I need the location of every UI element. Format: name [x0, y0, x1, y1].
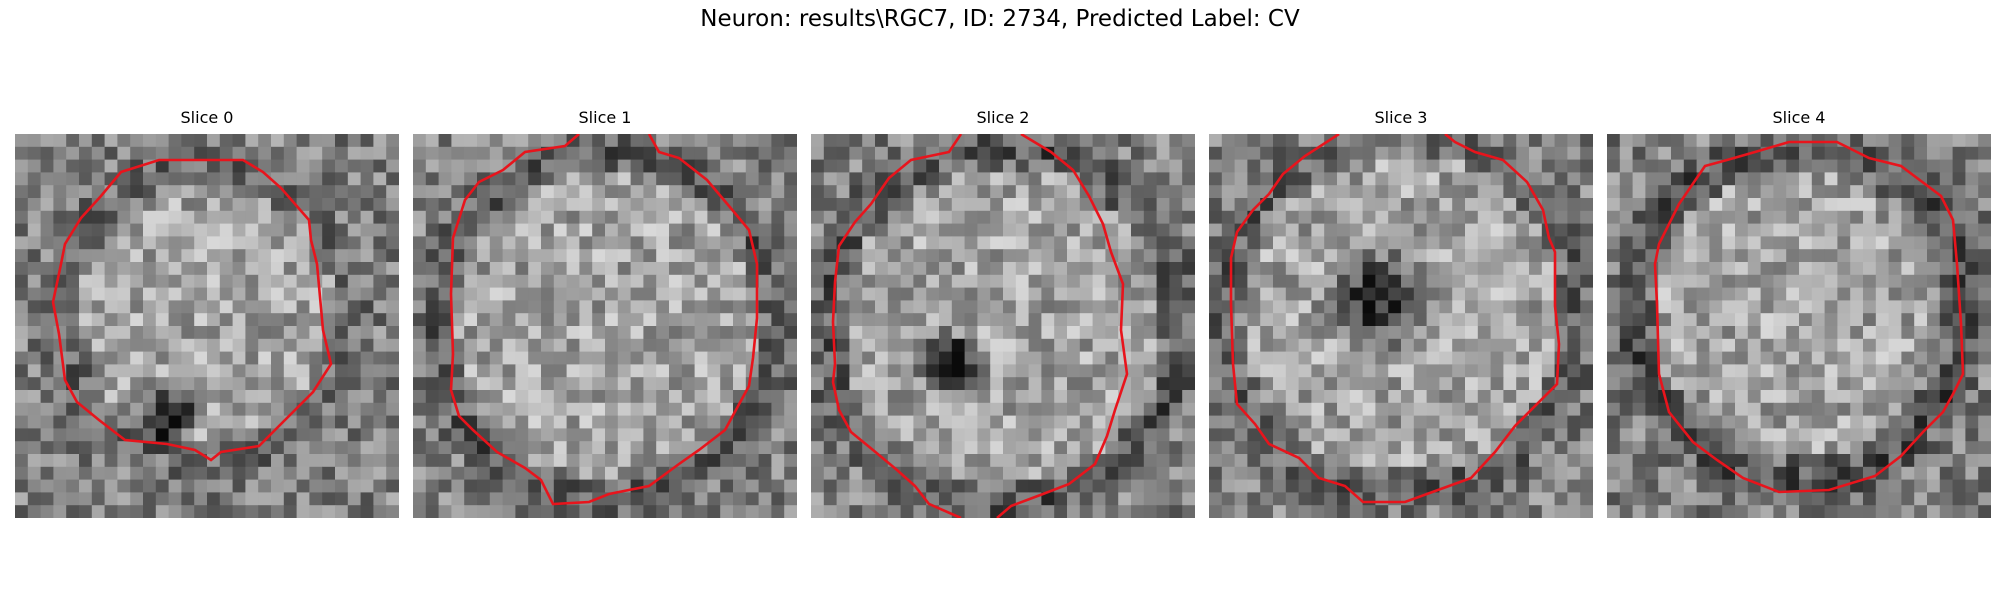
slice-pixels-3 — [1209, 134, 1593, 518]
slice-pixels-1 — [413, 134, 797, 518]
slice-title-2: Slice 2 — [976, 108, 1030, 127]
slice-contour-2 — [831, 134, 1129, 518]
slice-contour-3 — [1229, 134, 1561, 504]
slice-pixels-0 — [15, 134, 399, 518]
slice-pixels-4 — [1607, 134, 1991, 518]
slice-title-3: Slice 3 — [1374, 108, 1428, 127]
slice-contour-0 — [51, 158, 333, 462]
slice-image-4 — [1607, 134, 1991, 518]
figure-title: Neuron: results\RGC7, ID: 2734, Predicte… — [700, 6, 1300, 32]
slice-image-2 — [811, 134, 1195, 518]
slice-image-1 — [413, 134, 797, 518]
slice-title-0: Slice 0 — [180, 108, 234, 127]
slice-contour-4 — [1653, 140, 1965, 494]
slice-image-3 — [1209, 134, 1593, 518]
slice-pixels-2 — [811, 134, 1195, 518]
slice-title-1: Slice 1 — [578, 108, 632, 127]
slice-image-0 — [15, 134, 399, 518]
slice-contour-1 — [449, 134, 759, 506]
slice-title-4: Slice 4 — [1772, 108, 1826, 127]
